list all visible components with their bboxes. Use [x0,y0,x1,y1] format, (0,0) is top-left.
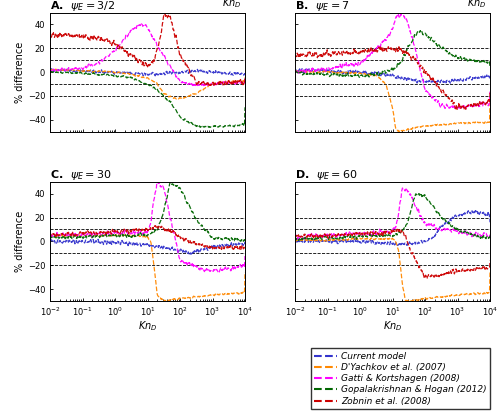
Text: A.  $\psi_E = 3/2$: A. $\psi_E = 3/2$ [50,0,115,13]
X-axis label: $Kn_D$: $Kn_D$ [383,320,402,334]
Legend: Current model, D'Yachkov et al. (2007), Gatti & Kortshagen (2008), Gopalakrishna: Current model, D'Yachkov et al. (2007), … [310,348,490,409]
Text: D.  $\psi_E = 60$: D. $\psi_E = 60$ [295,168,358,182]
Text: $Kn_D$: $Kn_D$ [466,0,486,10]
X-axis label: $Kn_D$: $Kn_D$ [138,320,157,334]
Text: C.  $\psi_E = 30$: C. $\psi_E = 30$ [50,168,112,182]
Y-axis label: % difference: % difference [15,211,25,272]
Y-axis label: % difference: % difference [15,41,25,103]
Text: $Kn_D$: $Kn_D$ [222,0,241,10]
Text: B.  $\psi_E = 7$: B. $\psi_E = 7$ [295,0,350,13]
